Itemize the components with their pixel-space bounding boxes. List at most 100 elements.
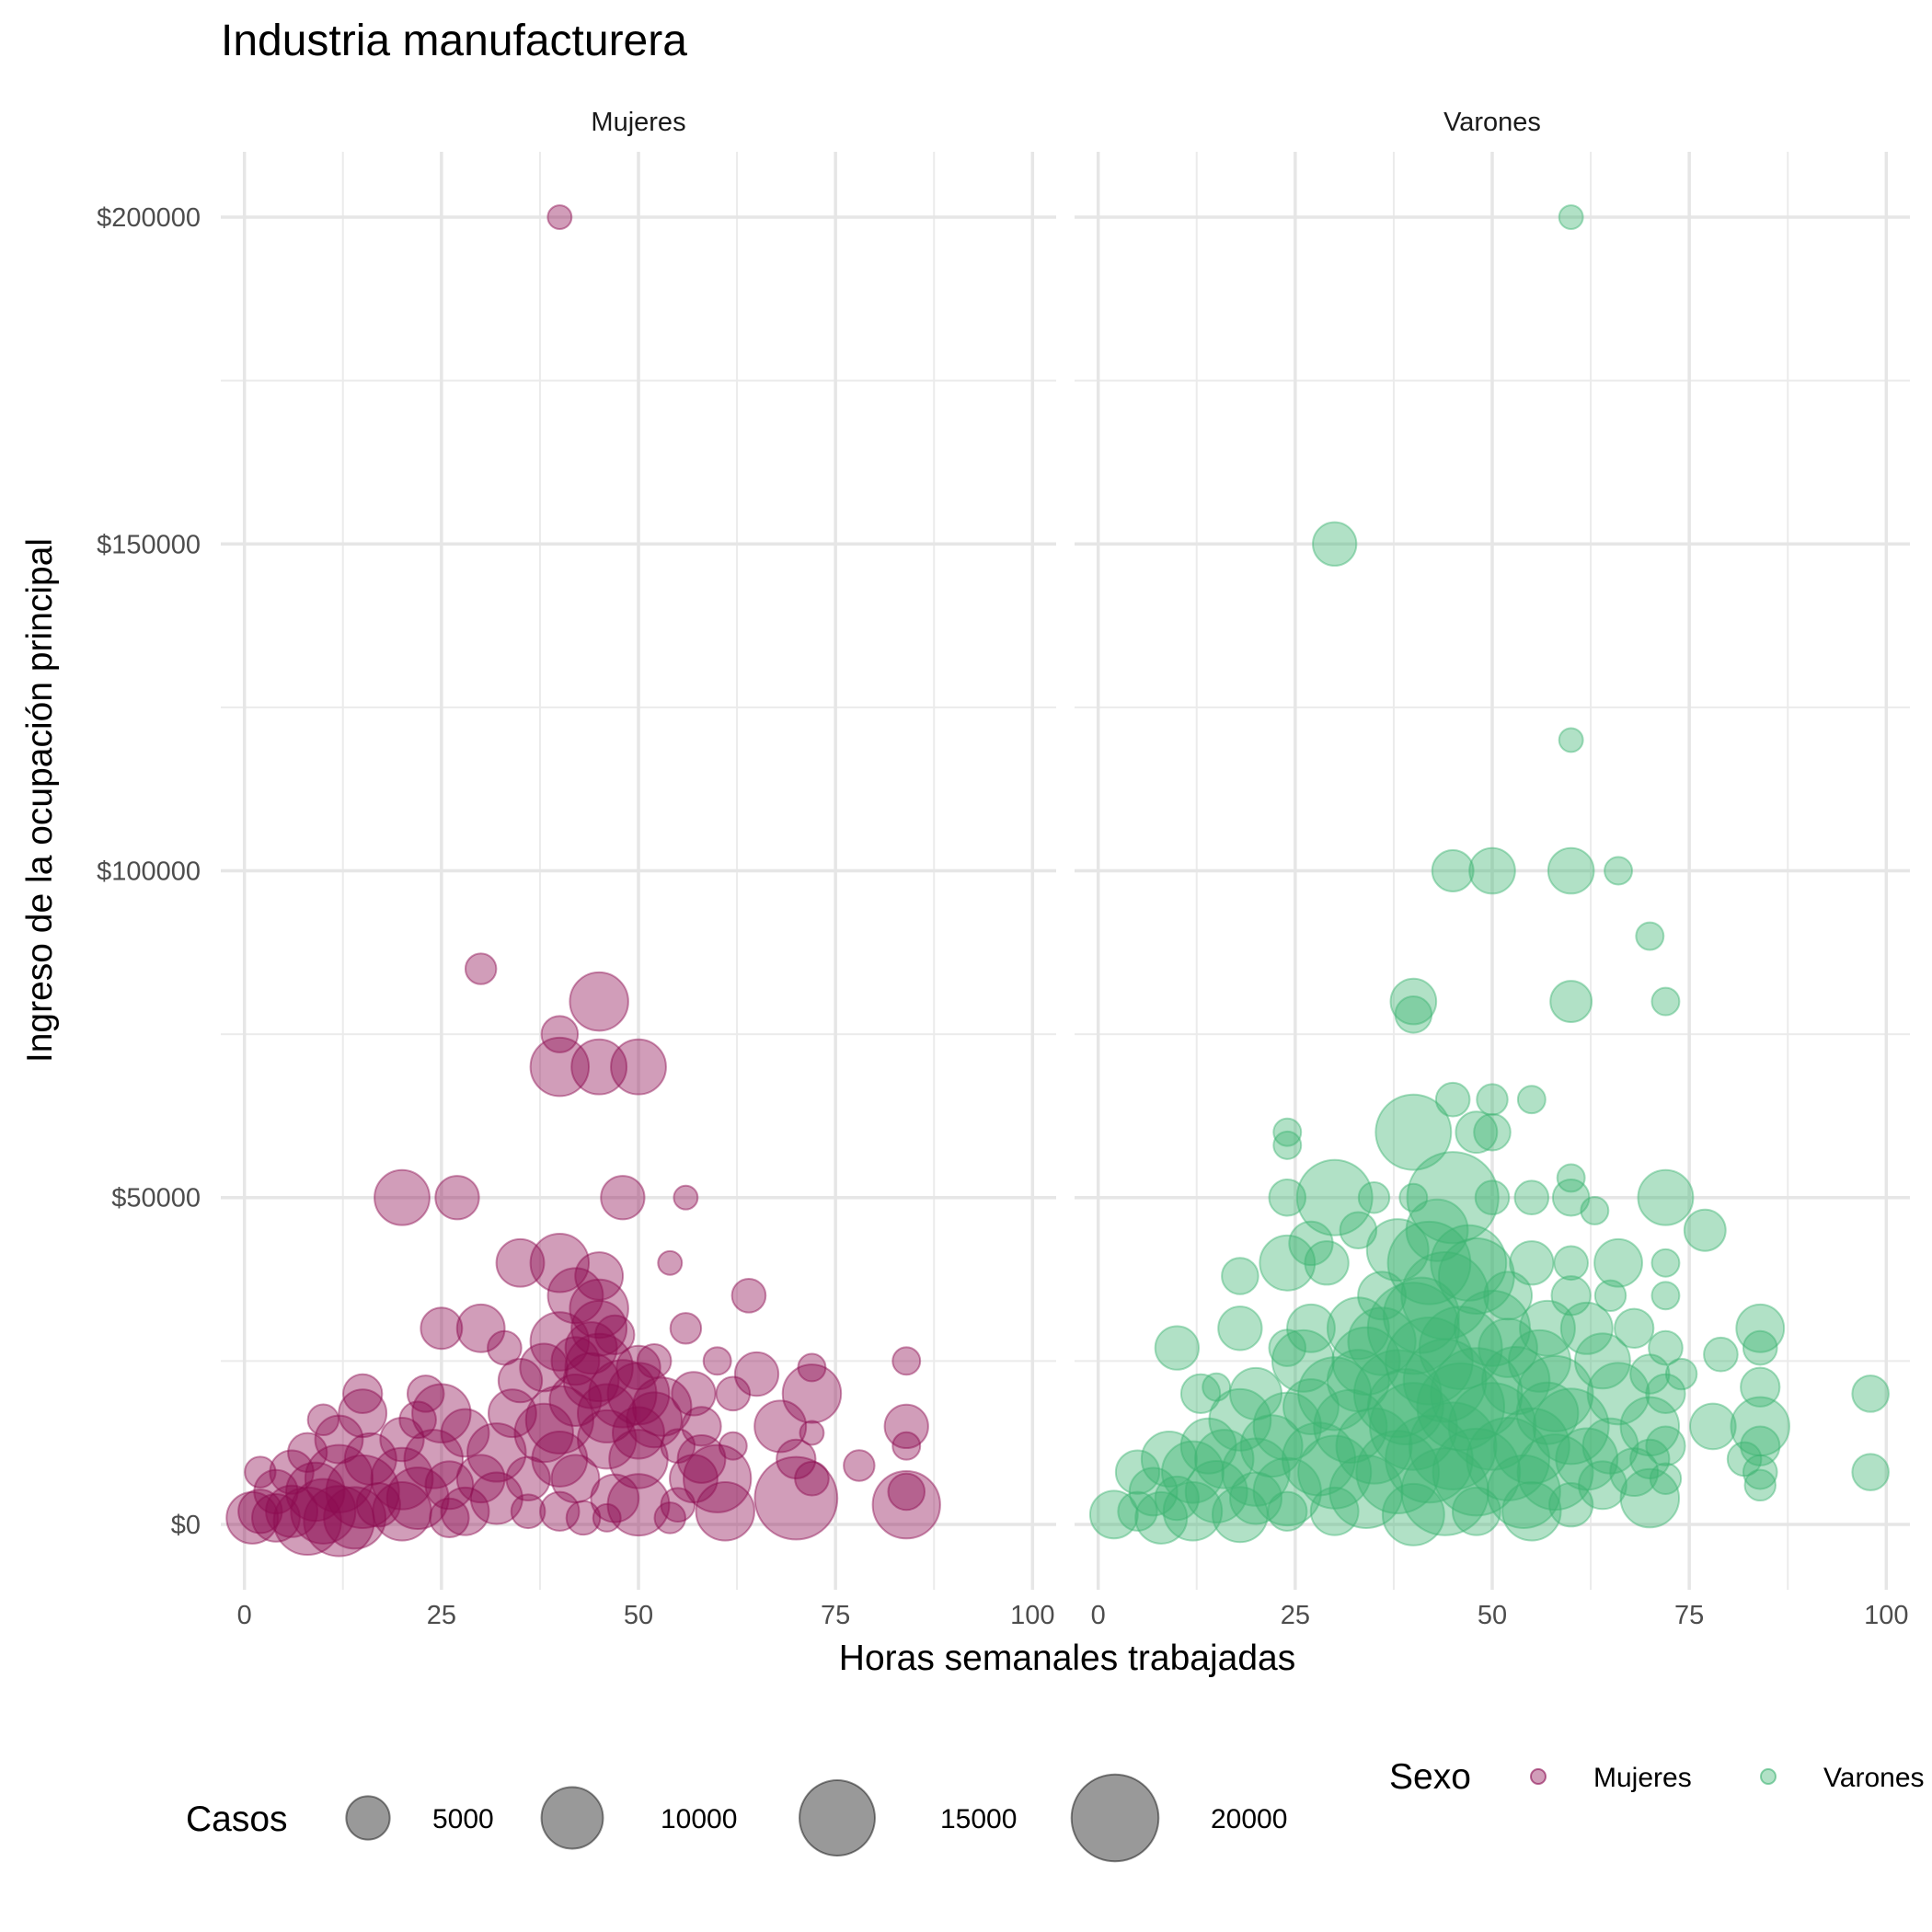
data-point	[1239, 1414, 1304, 1478]
data-point	[1513, 1179, 1550, 1216]
data-point	[1635, 921, 1665, 951]
data-point	[1140, 1430, 1198, 1488]
data-point	[1366, 1368, 1444, 1446]
data-point	[1742, 1329, 1778, 1366]
x-tick-label: 25	[1281, 1601, 1310, 1630]
x-axis-title: Horas semanales trabajadas	[839, 1639, 1295, 1678]
data-point	[612, 1406, 665, 1460]
data-point	[887, 1472, 926, 1512]
data-point	[244, 1455, 277, 1489]
data-point	[715, 1375, 752, 1412]
data-point	[1593, 1237, 1643, 1288]
data-point	[1515, 1381, 1580, 1445]
size-legend-key	[345, 1795, 391, 1841]
color-legend: Sexo Mujeres Varones	[1389, 1757, 1925, 1797]
data-point	[1474, 1179, 1511, 1216]
data-point	[550, 1454, 601, 1504]
data-point	[1194, 1429, 1255, 1489]
data-point	[338, 1388, 388, 1439]
data-point	[529, 1036, 591, 1098]
size-legend-label: 20000	[1211, 1804, 1287, 1834]
x-tick-label: 75	[1674, 1601, 1704, 1630]
color-legend-label: Varones	[1823, 1763, 1925, 1793]
data-point	[495, 1237, 546, 1288]
y-tick-label: $150000	[97, 530, 201, 559]
data-point	[636, 1343, 673, 1379]
data-point	[1473, 1112, 1512, 1152]
data-point	[225, 1490, 280, 1545]
data-point	[323, 1486, 387, 1550]
data-point	[1154, 1475, 1201, 1522]
y-axis-title: Ingreso de la ocupación principal	[20, 538, 60, 1063]
data-point	[753, 1399, 808, 1454]
data-point	[513, 1402, 574, 1464]
data-point	[1272, 1130, 1303, 1160]
data-point	[1743, 1468, 1777, 1502]
data-point	[1434, 1081, 1471, 1118]
data-point	[1128, 1466, 1179, 1517]
data-point	[497, 1358, 544, 1404]
data-point	[505, 1455, 551, 1501]
data-point	[1468, 846, 1516, 895]
data-point	[1532, 1387, 1610, 1466]
data-point	[1202, 1372, 1232, 1402]
data-point	[615, 1344, 661, 1391]
data-point	[304, 1443, 374, 1513]
data-point	[695, 1481, 755, 1542]
data-point	[1369, 1382, 1458, 1471]
data-point	[577, 1383, 638, 1443]
data-point	[1735, 1303, 1786, 1353]
data-point	[671, 1371, 717, 1417]
data-point	[1268, 1178, 1307, 1217]
data-point	[429, 1497, 470, 1539]
data-point	[606, 1473, 671, 1537]
x-tick-label: 100	[1010, 1601, 1054, 1630]
data-point	[626, 1391, 684, 1449]
data-point	[1437, 1237, 1515, 1315]
data-point	[1416, 1362, 1506, 1452]
data-point	[455, 1303, 506, 1353]
data-point	[1357, 1271, 1407, 1321]
data-point	[1637, 1168, 1695, 1226]
data-point	[1406, 1151, 1500, 1245]
data-point	[1184, 1459, 1248, 1524]
data-point	[657, 1249, 684, 1276]
data-point	[883, 1403, 929, 1450]
data-point	[1689, 1402, 1737, 1451]
data-point	[718, 1431, 748, 1461]
data-point	[653, 1501, 686, 1535]
size-legend-label: 5000	[432, 1804, 494, 1834]
data-point	[1431, 849, 1475, 892]
data-point	[1328, 1454, 1404, 1530]
data-point	[676, 1433, 727, 1484]
data-point	[1272, 1117, 1303, 1147]
size-legend-title: Casos	[186, 1800, 288, 1839]
data-point	[466, 1422, 527, 1483]
data-point	[569, 971, 629, 1032]
data-point	[1645, 1425, 1686, 1466]
data-point	[1162, 1481, 1224, 1542]
data-point	[424, 1460, 475, 1511]
data-point	[1268, 1328, 1307, 1367]
data-point	[564, 1332, 634, 1403]
data-point	[440, 1486, 490, 1536]
data-point	[342, 1373, 384, 1415]
size-legend-key	[1070, 1773, 1160, 1863]
x-tick-label: 0	[237, 1601, 252, 1630]
data-point	[631, 1376, 693, 1437]
facet-panel-mujeres: Mujeres 0 25 50 75 100	[221, 108, 1056, 1630]
data-point	[799, 1420, 825, 1446]
data-point	[1394, 995, 1433, 1034]
data-point	[592, 1502, 622, 1533]
data-point	[1559, 1301, 1614, 1355]
data-point	[1400, 1447, 1489, 1536]
data-point	[1581, 1417, 1639, 1475]
data-point	[519, 1342, 569, 1393]
data-point	[1664, 1357, 1698, 1391]
data-point	[1221, 1257, 1259, 1295]
data-point	[1179, 1417, 1237, 1475]
data-point	[546, 204, 573, 231]
data-point	[1614, 1307, 1655, 1349]
data-point	[565, 1500, 602, 1536]
